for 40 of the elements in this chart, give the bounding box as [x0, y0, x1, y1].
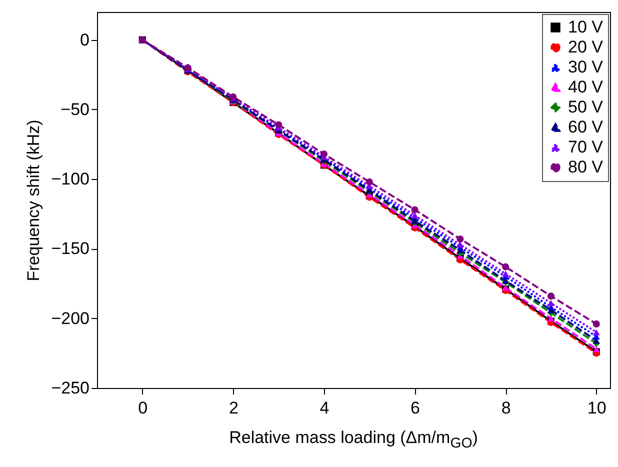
point [411, 206, 418, 214]
x-axis-title: Relative mass loading (Δm/m$_{GO}$) [228, 428, 479, 452]
x-tick-label: 6 [410, 398, 420, 418]
legend-label: 20 V [568, 38, 604, 56]
y-tick-label: −100 [51, 170, 90, 189]
point [502, 263, 510, 270]
legend-label: 80 V [568, 158, 604, 176]
y-tick-label: −50 [60, 100, 90, 119]
point [547, 292, 555, 300]
point [275, 121, 282, 128]
point [411, 212, 418, 218]
point [320, 150, 328, 158]
x-tick-label: 2 [228, 398, 238, 418]
point [592, 338, 600, 344]
y-tick-label: −200 [51, 308, 90, 328]
point [366, 178, 373, 186]
point [592, 346, 600, 352]
legend-label: 10 V [568, 18, 604, 36]
point [502, 270, 510, 277]
legend-label: 40 V [568, 78, 604, 96]
legend-label: 30 V [568, 58, 604, 76]
point [592, 329, 600, 336]
y-tick-label: −250 [51, 378, 90, 398]
legend-label: 60 V [568, 118, 604, 136]
x-tick-label: 10 [587, 398, 606, 418]
legend-label: 70 V [568, 138, 604, 156]
x-tick-label: 0 [138, 398, 148, 418]
point [547, 315, 555, 322]
point [456, 242, 464, 248]
point [456, 247, 464, 254]
point [456, 235, 464, 243]
y-axis-title: Frequency shift (kHz) [24, 120, 44, 282]
point [547, 306, 555, 314]
y-tick-label: 0 [80, 30, 90, 50]
point [547, 300, 555, 306]
y-tick-label: −150 [51, 239, 90, 258]
point [592, 320, 600, 328]
x-tick-label: 8 [501, 398, 511, 418]
legend-label: 50 V [568, 98, 604, 116]
x-tick-label: 4 [320, 398, 330, 418]
